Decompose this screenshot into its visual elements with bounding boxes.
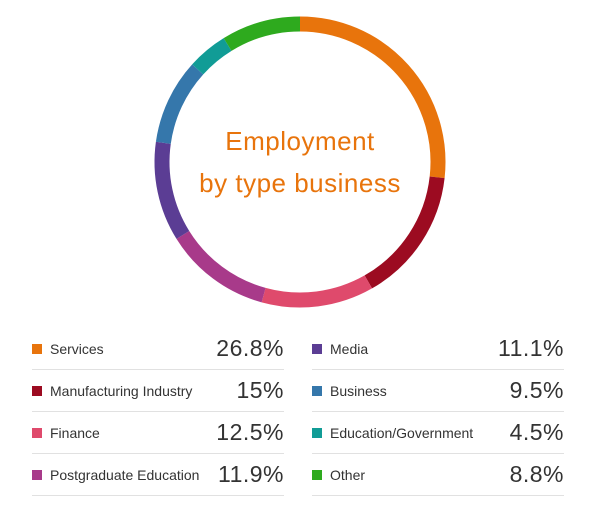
- legend-item-finance: Finance 12.5%: [32, 412, 284, 454]
- legend-item-postgraduate-education: Postgraduate Education 11.9%: [32, 454, 284, 496]
- legend-swatch-education-government: [312, 427, 322, 438]
- legend-item-other: Other 8.8%: [312, 454, 564, 496]
- donut-slice-education-government: [192, 38, 232, 75]
- donut-slice-services: [299, 16, 446, 179]
- donut-slice-media: [154, 141, 190, 239]
- legend-value-services: 26.8%: [216, 335, 284, 361]
- donut-slice-manufacturing-industry: [364, 176, 445, 289]
- legend-swatch-other: [312, 469, 322, 480]
- legend-label-postgraduate-education: Postgraduate Education: [50, 466, 200, 483]
- legend-item-business: Business 9.5%: [312, 370, 564, 412]
- legend-label-other: Other: [330, 466, 366, 483]
- legend-value-education-government: 4.5%: [509, 419, 564, 445]
- legend-value-manufacturing-industry: 15%: [236, 377, 284, 403]
- donut-chart: Employment by type business: [150, 12, 450, 312]
- legend-swatch-postgraduate-education: [32, 469, 42, 480]
- donut-slice-finance: [261, 275, 373, 308]
- legend-label-finance: Finance: [50, 424, 100, 441]
- legend-swatch-media: [312, 343, 322, 354]
- legend-value-media: 11.1%: [497, 335, 564, 361]
- legend-value-other: 8.8%: [509, 461, 564, 487]
- legend-item-education-government: Education/Government 4.5%: [312, 412, 564, 454]
- donut-chart-svg: [154, 16, 446, 308]
- legend-label-business: Business: [330, 382, 387, 399]
- donut-slice-business: [155, 64, 204, 144]
- legend-swatch-services: [32, 343, 42, 354]
- legend-label-services: Services: [50, 340, 104, 357]
- legend-item-services: Services 26.8%: [32, 328, 284, 370]
- legend-value-finance: 12.5%: [216, 419, 284, 445]
- legend-label-manufacturing-industry: Manufacturing Industry: [50, 382, 193, 399]
- legend-swatch-finance: [32, 427, 42, 438]
- legend-swatch-business: [312, 385, 322, 396]
- legend-item-media: Media 11.1%: [312, 328, 564, 370]
- legend-item-manufacturing-industry: Manufacturing Industry 15%: [32, 370, 284, 412]
- legend-column-right: Media 11.1% Business 9.5% Education/Gove…: [312, 328, 564, 496]
- legend-label-education-government: Education/Government: [330, 424, 474, 441]
- legend-swatch-manufacturing-industry: [32, 385, 42, 396]
- legend-value-postgraduate-education: 11.9%: [217, 461, 284, 487]
- legend-value-business: 9.5%: [509, 377, 564, 403]
- donut-slice-other: [223, 16, 301, 52]
- legend-column-left: Services 26.8% Manufacturing Industry 15…: [32, 328, 284, 496]
- legend-label-media: Media: [330, 340, 369, 357]
- donut-slice-postgraduate-education: [176, 230, 266, 303]
